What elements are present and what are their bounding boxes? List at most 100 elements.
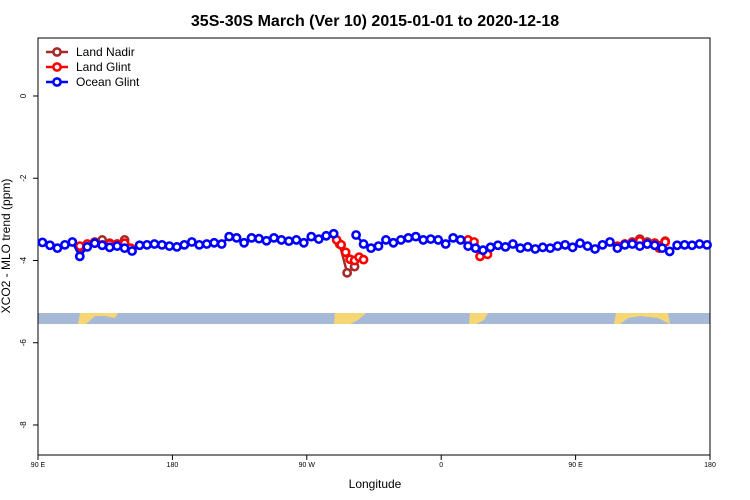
data-point: [74, 241, 85, 251]
data-point: [291, 235, 302, 245]
land-patch: [469, 313, 488, 324]
data-point: [179, 239, 190, 250]
y-tick-label: -6: [19, 339, 28, 347]
data-point: [664, 246, 675, 257]
ocean-band: [38, 313, 710, 324]
map-strip: [38, 313, 710, 324]
data-point: [74, 251, 85, 262]
data-point: [351, 230, 361, 240]
data-point: [582, 241, 593, 251]
data-point: [448, 232, 459, 243]
data-point: [597, 239, 608, 250]
data-point: [590, 244, 600, 254]
data-point: [231, 232, 242, 243]
data-point: [373, 241, 384, 251]
data-point: [612, 243, 623, 254]
x-tick-label: 180: [704, 462, 716, 469]
data-point: [567, 242, 578, 253]
data-point: [269, 232, 279, 243]
data-point: [254, 233, 264, 244]
data-point: [306, 231, 317, 242]
data-point: [89, 238, 100, 249]
data-point: [410, 231, 421, 242]
legend-marker: [52, 77, 62, 87]
data-point: [97, 240, 108, 251]
data-point: [388, 237, 399, 248]
data-point: [321, 230, 332, 241]
data-point: [104, 242, 115, 253]
data-point: [478, 245, 488, 256]
data-point: [507, 239, 518, 249]
data-point: [224, 231, 235, 242]
data-point: [418, 235, 429, 245]
data-point: [283, 236, 294, 247]
chart-title: 35S-30S March (Ver 10) 2015-01-01 to 202…: [191, 13, 559, 30]
data-point: [470, 243, 481, 254]
data-point: [261, 235, 272, 246]
data-point: [463, 241, 473, 251]
data-point: [440, 239, 451, 249]
data-point: [82, 242, 93, 252]
data-point: [142, 239, 152, 250]
data-point: [328, 228, 339, 239]
data-point: [358, 239, 369, 249]
legend-label: Ocean Glint: [76, 75, 140, 89]
data-point: [342, 267, 353, 278]
data-point: [298, 237, 309, 248]
data-point: [530, 244, 541, 254]
x-tick-label: 90 E: [568, 462, 583, 469]
x-tick-label: 180: [167, 462, 179, 469]
x-tick-label: 0: [439, 462, 443, 469]
y-tick-label: -4: [19, 256, 28, 264]
data-point: [702, 239, 712, 250]
data-point: [37, 237, 48, 248]
y-axis-label: XCO2 - MLO trend (ppm): [0, 179, 13, 314]
x-tick-label: 90 E: [31, 462, 46, 469]
data-point: [537, 242, 548, 253]
data-point: [112, 241, 123, 251]
data-point: [186, 237, 197, 247]
data-point: [149, 239, 160, 249]
data-point: [119, 243, 130, 254]
data-point: [500, 242, 511, 252]
data-point: [694, 239, 705, 249]
y-tick-label: 0: [19, 93, 28, 98]
data-point: [455, 235, 466, 245]
data-point: [164, 241, 175, 251]
data-point: [127, 246, 137, 256]
data-point: [545, 243, 556, 254]
data-point: [679, 239, 690, 250]
land-patch: [614, 313, 670, 324]
legend-label: Land Glint: [76, 60, 131, 74]
data-point: [672, 240, 683, 251]
y-tick-label: -2: [19, 174, 28, 182]
data-point: [657, 243, 668, 254]
data-point: [276, 235, 287, 245]
data-point: [358, 254, 369, 265]
data-point: [246, 232, 257, 243]
data-point: [67, 237, 78, 247]
data-point: [687, 240, 697, 251]
data-point: [433, 235, 444, 245]
data-point: [605, 237, 615, 247]
legend-label: Land Nadir: [76, 45, 135, 59]
data-point: [560, 239, 571, 250]
data-point: [336, 239, 347, 250]
data-point: [194, 239, 205, 250]
data-point: [313, 234, 324, 244]
data-point: [627, 239, 638, 249]
land-patch: [78, 313, 118, 324]
data-point: [552, 241, 563, 251]
data-point: [493, 240, 503, 251]
data-point: [239, 237, 249, 248]
legend-marker: [52, 47, 62, 57]
x-tick-label: 90 W: [299, 462, 316, 469]
data-point: [642, 239, 653, 249]
data-point: [522, 242, 533, 252]
data-point: [575, 238, 585, 249]
data-point: [649, 240, 660, 251]
y-tick-label: -8: [19, 421, 28, 429]
data-point: [171, 242, 182, 252]
data-point: [209, 237, 220, 248]
